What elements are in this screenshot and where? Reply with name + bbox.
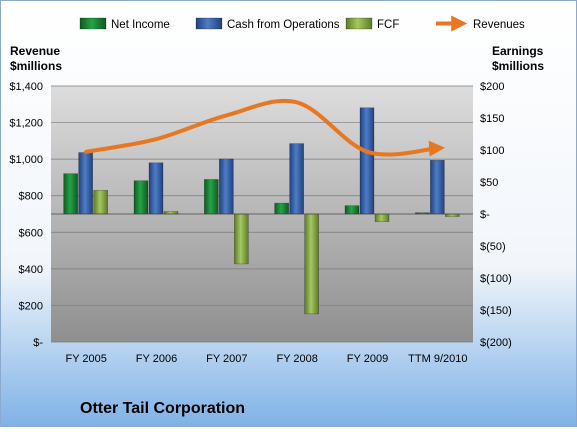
left-tick-label: $1,000	[9, 154, 43, 166]
right-tick-label: $(200)	[480, 337, 512, 349]
right-axis-label-line1: Earnings	[492, 44, 544, 58]
left-tick-label: $1,400	[9, 81, 43, 93]
legend-swatch	[80, 18, 106, 29]
category-label: FY 2007	[206, 353, 247, 365]
right-axis-label-line2: $millions	[492, 59, 544, 73]
category-label: TTM 9/2010	[408, 353, 467, 365]
left-axis-label-line1: Revenue	[10, 44, 60, 58]
net-income-bar	[345, 206, 359, 214]
category-label: FY 2009	[347, 353, 388, 365]
category-label: FY 2006	[136, 353, 177, 365]
legend-net-income: Net Income	[80, 18, 170, 31]
legend-label: Cash from Operations	[227, 19, 340, 31]
cash-from-operations-bar	[79, 153, 93, 214]
left-tick-label: $-	[33, 337, 43, 349]
left-tick-label: $400	[19, 264, 43, 276]
legend-label: Net Income	[111, 19, 170, 31]
cash-from-operations-bar	[360, 108, 374, 214]
net-income-bar	[64, 174, 78, 214]
right-tick-label: $200	[480, 81, 504, 93]
fcf-bar	[234, 214, 248, 264]
legend-swatch	[346, 18, 372, 29]
fcf-bar	[375, 214, 389, 222]
net-income-bar	[275, 203, 289, 214]
right-tick-label: $(100)	[480, 273, 512, 285]
category-label: FY 2008	[276, 353, 317, 365]
right-tick-label: $50	[480, 177, 498, 189]
fcf-bar	[305, 214, 319, 314]
cash-from-operations-bar	[149, 163, 163, 214]
left-tick-label: $800	[19, 191, 43, 203]
legend-label: FCF	[377, 19, 399, 31]
right-tick-label: $(50)	[480, 241, 506, 253]
fcf-bar	[94, 190, 108, 214]
legend-label: Revenues	[473, 19, 525, 31]
chart-title: Otter Tail Corporation	[80, 400, 245, 417]
net-income-bar	[134, 181, 148, 214]
right-tick-label: $100	[480, 145, 504, 157]
cash-from-operations-bar	[290, 144, 304, 214]
cash-from-operations-bar	[430, 160, 444, 214]
right-tick-label: $-	[480, 209, 490, 221]
legend-swatch	[196, 18, 222, 29]
cash-from-operations-bar	[219, 159, 233, 214]
category-label: FY 2005	[65, 353, 106, 365]
left-tick-label: $600	[19, 227, 43, 239]
right-tick-label: $150	[480, 113, 504, 125]
left-tick-label: $1,200	[9, 118, 43, 130]
left-tick-label: $200	[19, 300, 43, 312]
right-tick-label: $(150)	[480, 305, 512, 317]
left-axis-label-line2: $millions	[10, 59, 62, 73]
net-income-bar	[204, 179, 218, 214]
legend-cash-from-operations: Cash from Operations	[196, 18, 340, 31]
